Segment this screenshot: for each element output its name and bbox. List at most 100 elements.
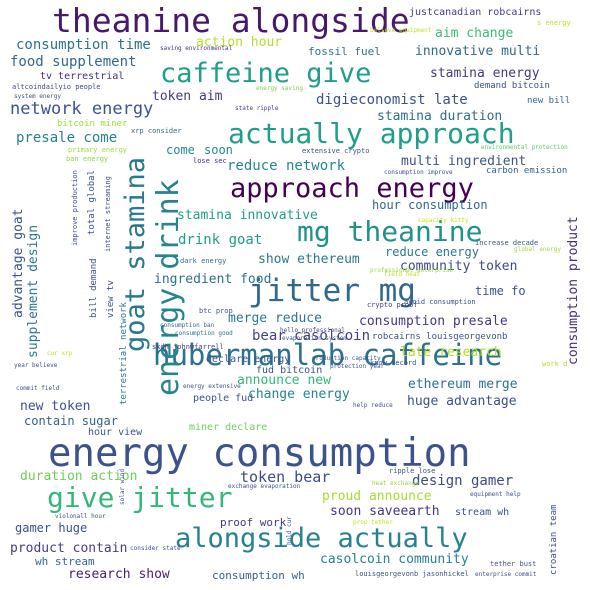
word-alongside-actually: alongside actually [175,523,468,554]
word-energy-saving: energy saving [256,85,303,92]
word-consumption-ban: consumption ban [160,322,215,329]
word-huge-advantage: huge advantage [407,394,517,409]
word-aim-change: aim change [435,26,514,41]
word-approach-energy: approach energy [230,173,474,204]
word-research-show: research show [68,567,170,582]
word-stamina-duration: stamina duration [377,109,503,124]
word-prop-tether: prop tether [353,519,393,526]
word-ingredient-food: ingredient food [154,272,272,287]
word-view-tv: view tv [106,280,116,318]
word-reduce-energy: reduce energy [385,245,479,259]
word-internet-streaming: internet streaming [104,176,112,252]
word-bill-demand: bill demand [89,258,99,318]
word-croatian-team: croatian team [549,504,559,575]
word-food-supplement: food supplement [10,54,137,70]
word-hold-cur: hold cur [286,516,293,545]
word-hour-consumption: hour consumption [372,198,488,212]
word-louisgeorgevonb-jasonhickel: louisgeorgevonb jasonhickel [355,570,469,578]
word-presale-come: presale come [16,130,118,146]
word-consumption-wh: consumption wh [212,569,305,582]
word-network-energy: network energy [10,99,154,119]
word-environmental-protection: environmental protection [481,144,568,151]
word-stamina-energy: stamina energy [430,66,540,81]
word-duration-action: duration action [20,469,138,484]
word-state-ripple: state ripple [235,105,279,112]
word-tv-terrestrial: tv terrestrial [40,71,125,82]
word-innovative-multi: innovative multi [415,44,541,59]
word-bear-casolcoin: bear casolcoin [252,328,371,344]
word-consumption-good: consumption good [175,330,233,337]
word-merge-reduce: merge reduce [228,311,322,326]
word-know-record: know record [370,359,417,367]
word-soon-saveearth: soon saveearth [330,504,440,519]
word-altcoindailyio-people: altcoindailyio people [12,83,101,91]
word-miner-declare: miner declare [189,422,268,433]
word-heat-exchange: heat exchange [372,480,419,487]
word-system-energy: system energy [14,93,61,100]
word-year-believe: year believe [14,362,58,369]
word-demand-bitcoin: demand bitcoin [474,81,550,91]
word-bitcoin-miner: bitcoin miner [57,119,128,129]
word-actually-approach: actually approach [228,117,515,150]
word-lose-sec: lose sec [193,157,227,165]
word-ripple-lose: ripple lose [389,467,436,475]
word-professional-enterprise: professional enterprise [370,267,454,274]
word-product-contain: product contain [10,541,128,556]
word-declare-energy: declare energy [206,354,291,365]
word-design-gamer: design gamer [412,473,514,489]
word-btc-prop: btc prop [199,307,233,315]
word-consider-state: consider state [130,545,181,552]
word-action-hour: action hour [196,35,283,50]
word-hubermanlab-caffeine: hubermanlab caffeine [153,338,503,372]
word-work-d: work d [542,360,568,368]
word-skdh-johnwfarrell: skdh johnwfarrell [152,343,224,351]
word-energy-consumption: energy consumption [48,431,471,476]
word-violonall-hour: violonall hour [55,513,106,520]
word-saving-environmental: saving environmental [160,45,233,52]
word-protection-year: protection year [330,363,385,370]
word-help-reduce: help reduce [353,402,393,409]
word-believe-equipment: believe equipment [370,27,432,34]
word-total-global: total global [87,169,97,235]
word-change-energy: change energy [248,387,350,402]
word-supplement-design: supplement design [26,224,41,358]
word-field-heat: field heat [384,271,421,278]
word-terrestrial-network: terrestrial network [119,302,129,405]
word-fossil-fuel: fossil fuel [308,45,381,58]
word-evaporation-system: evaporation system [282,335,348,342]
word-primary-energy: primary energy [68,146,128,154]
word-drink-goat: drink goat [178,232,263,248]
word-cur-xrp: cur xrp [47,350,73,357]
word-consumption-presale: consumption presale [359,314,508,329]
word-justcanadian-robcairns: justcanadian robcairns [409,7,542,18]
word-hour-view: hour view [88,427,143,438]
word-tether-bust: tether bust [490,560,537,568]
word-extensive-crypto: extensive crypto [302,147,370,155]
word-contain-sugar: contain sugar [24,414,118,428]
word-soon: soon [204,143,233,157]
word-xrp-consider: xrp consider [131,127,182,135]
word-wh-stream: wh stream [35,555,95,568]
word-ban-energy: ban energy [66,155,109,163]
word-consumption-product: consumption product [566,216,581,365]
word-global-energy: global energy [514,246,561,253]
word-fud-bitcoin: fud bitcoin [256,365,323,376]
word-dark-energy: dark energy [180,257,227,265]
word-digieconomist-late: digieconomist late [316,92,468,108]
word-come: come [166,143,195,157]
word-consumption-time: consumption time [16,37,151,53]
word-s-energy: s energy [537,19,571,27]
word-carbon-emission: carbon emission [486,166,568,176]
word-give-jitter: give jitter [47,481,233,514]
word-gamer-huge: gamer huge [15,521,88,535]
word-late-research: late research [400,345,502,360]
word-community-token: community token [400,259,518,274]
word-energy-extensive: energy extensive [183,383,241,390]
word-casolcoin-community: casolcoin community [320,552,469,567]
word-time-fo: time fo [475,284,526,298]
word-equipment-help: equipment help [470,491,521,498]
word-reduce-network: reduce network [227,158,346,174]
word-announce-new: announce new [237,373,331,388]
word-new-bill: new bill [527,96,571,106]
